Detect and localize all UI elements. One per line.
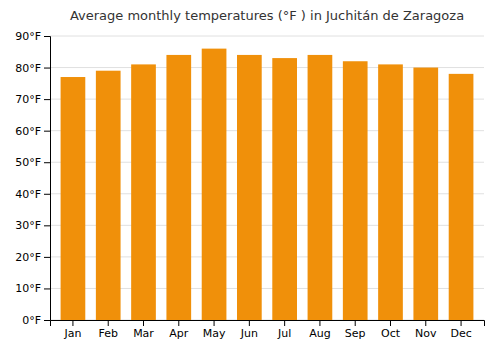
y-tick: 20°F (15, 251, 50, 264)
y-tick: 60°F (15, 125, 50, 138)
x-tick-label: May (203, 327, 226, 340)
x-tick-label: Sep (345, 327, 366, 340)
y-tick-label: 90°F (15, 30, 41, 43)
y-tick: 30°F (15, 219, 50, 232)
y-tick-label: 70°F (15, 93, 41, 106)
x-tick-mark (72, 320, 73, 326)
bars (61, 49, 474, 320)
y-tick-mark (44, 257, 50, 258)
x-tick-mark (355, 320, 356, 326)
x-tick-label: Jun (240, 327, 258, 340)
chart-svg: Average monthly temperatures (°F ) in Ju… (0, 0, 500, 350)
y-tick: 80°F (15, 62, 50, 75)
bar (378, 64, 403, 320)
x-tick-mark (214, 320, 215, 326)
x-tick-mark (249, 320, 250, 326)
x-tick-label: Oct (381, 327, 401, 340)
y-tick-label: 10°F (15, 282, 41, 295)
x-tick-label: Nov (415, 327, 437, 340)
x-tick-label: Feb (98, 327, 117, 340)
y-tick-mark (44, 99, 50, 100)
x-tick-mark (319, 320, 320, 326)
x-tick: Nov (415, 320, 437, 340)
y-axis: 0°F 10°F 20°F 30°F 40°F 50°F 60°F 70°F 80°F 90°F (15, 30, 50, 327)
x-tick-mark (143, 320, 144, 326)
y-tick-mark (44, 288, 50, 289)
bar (343, 61, 368, 320)
x-tick-label: Jan (63, 327, 81, 340)
x-tick: Dec (450, 320, 471, 340)
bar (61, 77, 86, 320)
y-tick-mark (44, 36, 50, 37)
y-tick-label: 40°F (15, 188, 41, 201)
x-axis: Jan Feb Mar Apr May Jun Jul Aug Sep Oct Nov Dec (51, 320, 485, 340)
x-tick-label: Dec (450, 327, 471, 340)
bar (272, 58, 297, 320)
x-tick-mark (390, 320, 391, 326)
x-tick-label: Aug (309, 327, 330, 340)
y-tick-label: 60°F (15, 125, 41, 138)
y-tick: 10°F (15, 282, 50, 295)
x-tick-mark (284, 320, 285, 326)
y-tick-label: 50°F (15, 156, 41, 169)
bar (413, 68, 438, 320)
bar (449, 74, 474, 320)
x-tick: Sep (345, 320, 366, 340)
x-axis-line (51, 321, 485, 327)
bar (308, 55, 333, 320)
x-tick-label: Jul (277, 327, 291, 340)
x-tick: May (203, 320, 226, 340)
x-tick: Aug (309, 320, 330, 340)
x-tick-mark (425, 320, 426, 326)
y-tick-label: 80°F (15, 62, 41, 75)
x-tick: Feb (98, 320, 117, 340)
y-tick-mark (44, 162, 50, 163)
x-tick: Mar (133, 320, 154, 340)
x-tick: Jan (63, 320, 81, 340)
bar (166, 55, 191, 320)
y-tick-mark (44, 225, 50, 226)
y-tick-label: 20°F (15, 251, 41, 264)
y-tick-label: 0°F (22, 314, 41, 327)
x-tick-label: Apr (169, 327, 189, 340)
x-tick: Oct (381, 320, 401, 340)
y-tick-mark (44, 131, 50, 132)
chart-container: Average monthly temperatures (°F ) in Ju… (0, 0, 500, 350)
y-tick-label: 30°F (15, 219, 41, 232)
bar (202, 49, 227, 320)
x-tick: Apr (169, 320, 189, 340)
bar (237, 55, 262, 320)
x-tick-mark (461, 320, 462, 326)
x-tick-label: Mar (133, 327, 154, 340)
y-tick: 0°F (22, 314, 50, 327)
y-tick-mark (44, 68, 50, 69)
x-tick: Jul (277, 320, 291, 340)
y-tick: 70°F (15, 93, 50, 106)
grid-line (50, 36, 484, 37)
bar (131, 64, 156, 320)
chart-title: Average monthly temperatures (°F ) in Ju… (70, 8, 464, 23)
x-tick-mark (178, 320, 179, 326)
y-tick-mark (44, 194, 50, 195)
y-tick: 40°F (15, 188, 50, 201)
grid (50, 36, 484, 320)
y-tick: 90°F (15, 30, 50, 43)
y-tick-mark (44, 320, 50, 321)
bar (96, 71, 121, 320)
y-axis-line (44, 37, 51, 321)
y-tick: 50°F (15, 156, 50, 169)
x-tick: Jun (240, 320, 258, 340)
x-tick-mark (108, 320, 109, 326)
